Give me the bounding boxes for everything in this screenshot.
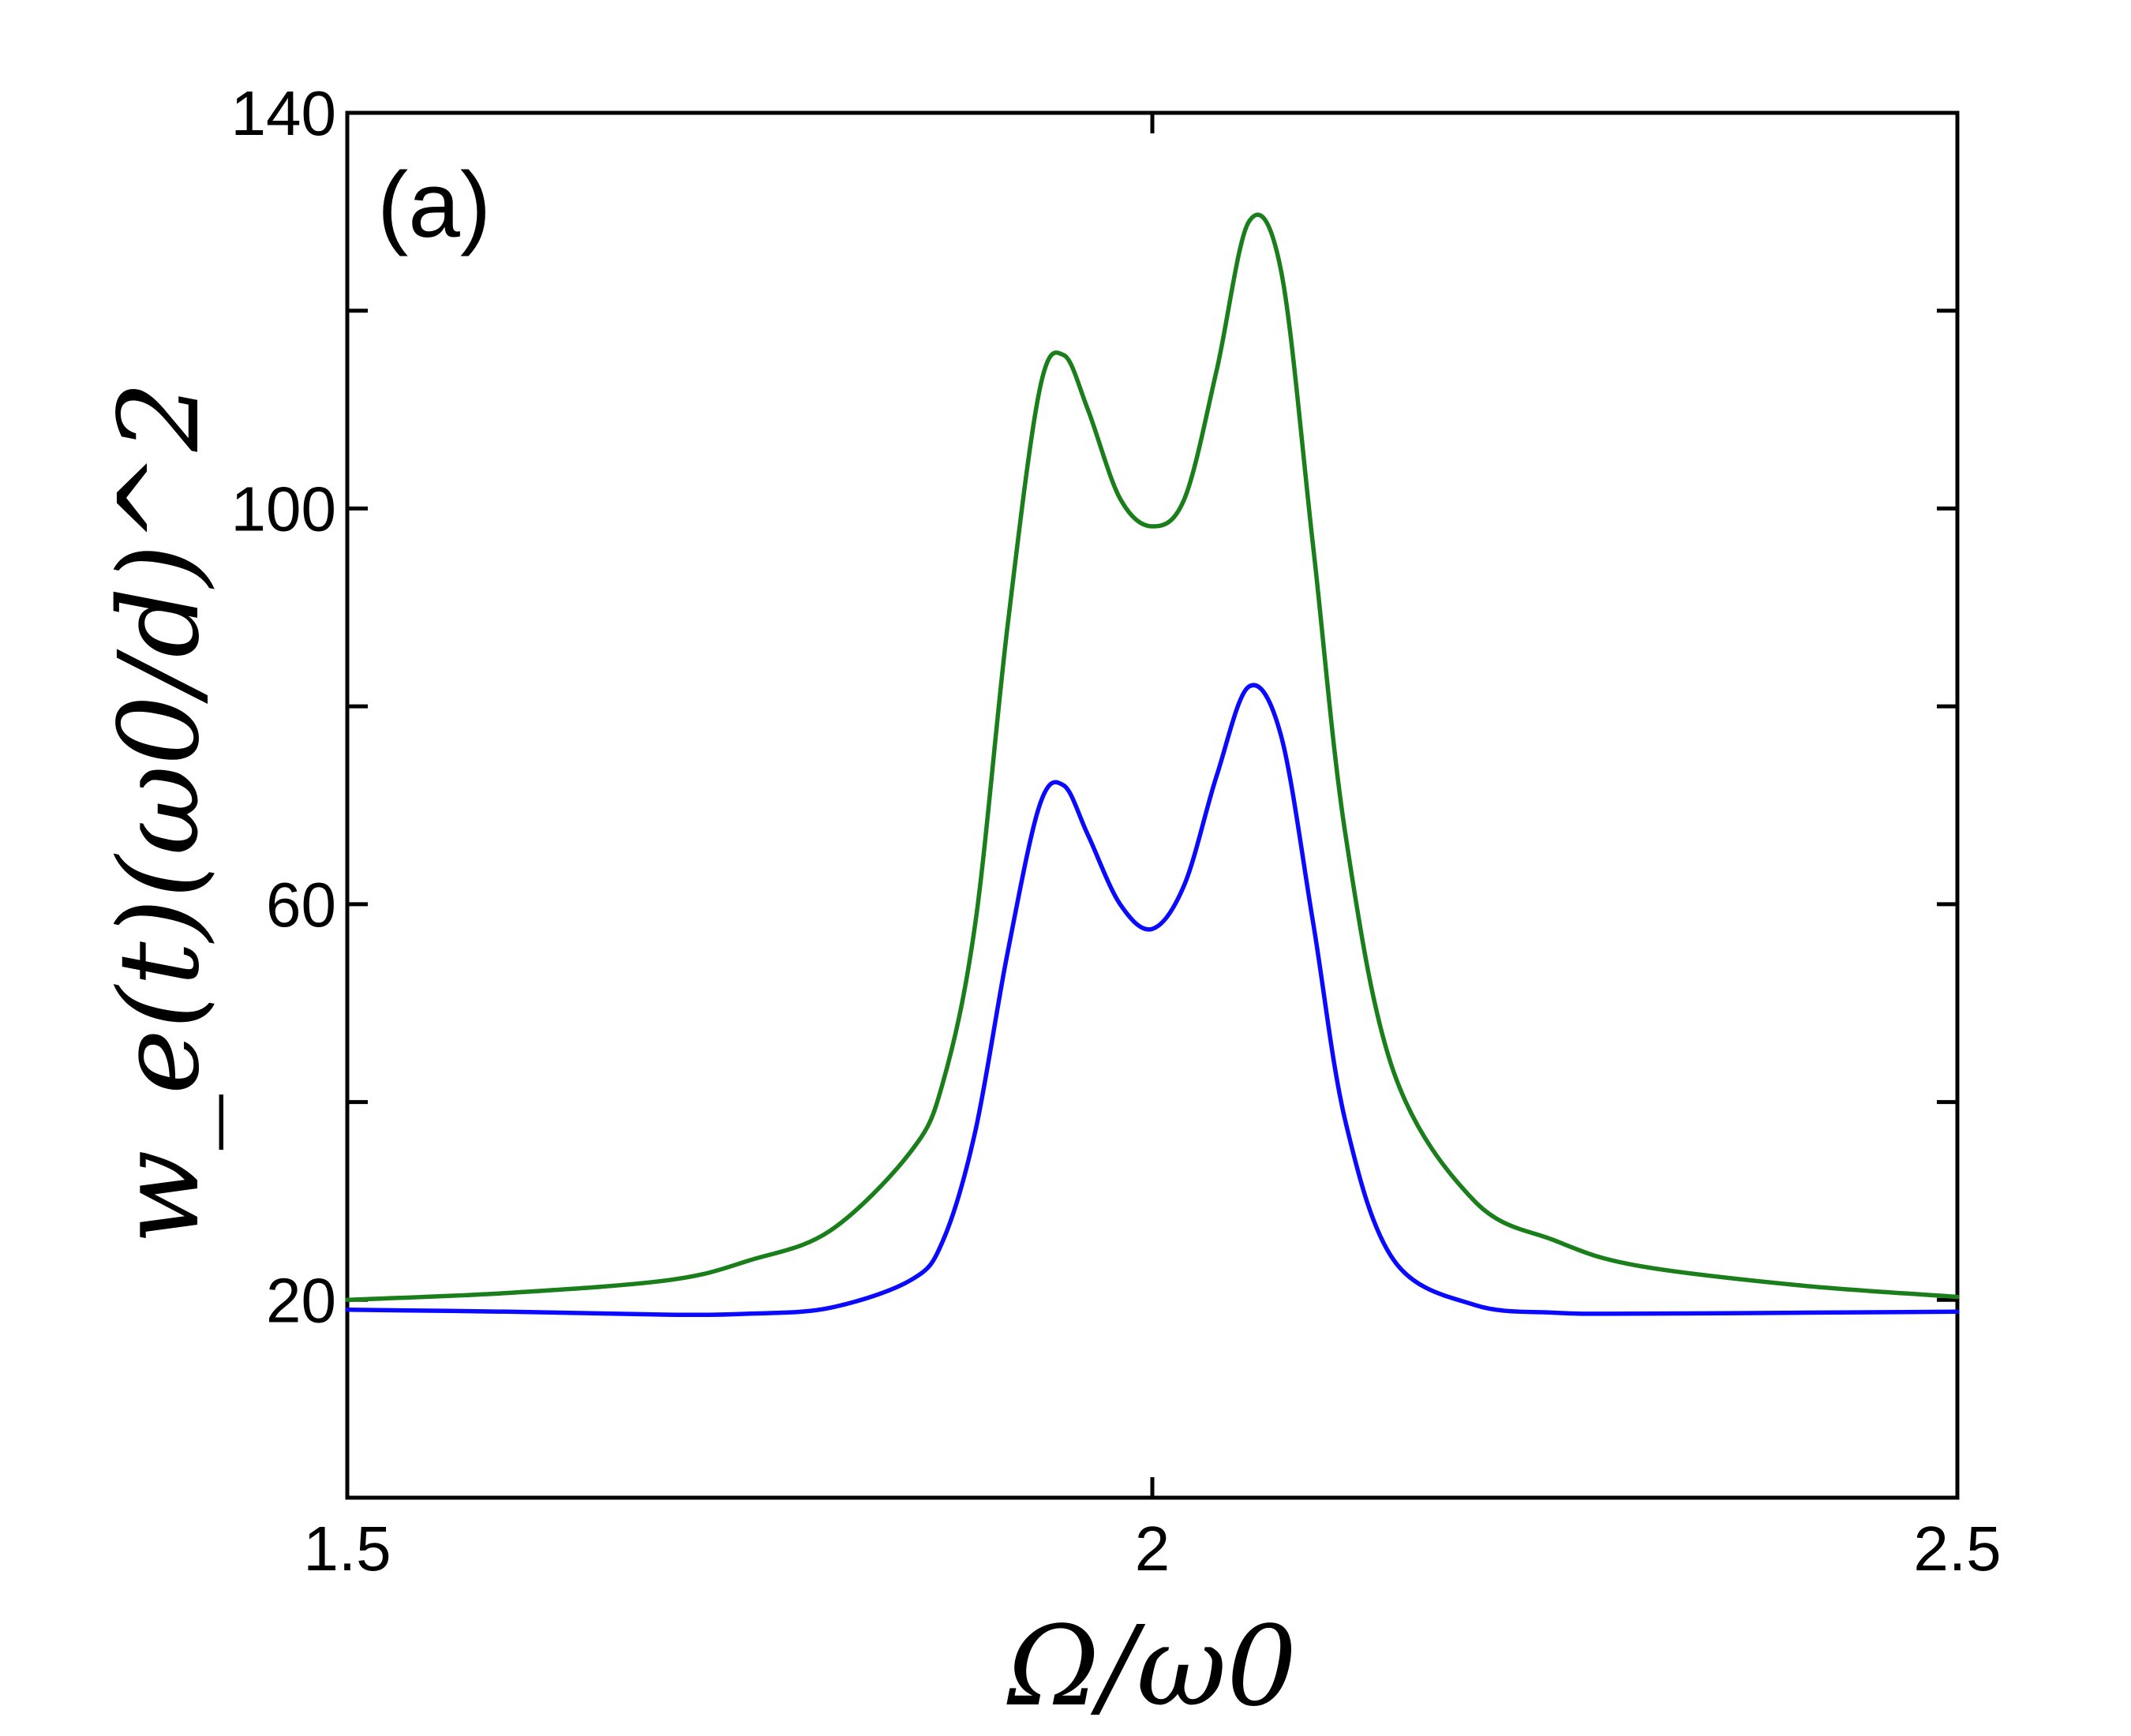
y-tick-label: 20 — [266, 1265, 336, 1335]
plot-frame — [345, 110, 1960, 1500]
ticks — [345, 110, 1960, 1498]
y-tick-label: 100 — [231, 473, 336, 544]
x-tick-label: 1.5 — [303, 1513, 391, 1584]
y-axis-label: w_e(t)(ω0/d)^2 — [96, 381, 224, 1244]
y-tick-label: 60 — [266, 870, 336, 940]
x-tick-label: 2.5 — [1913, 1513, 2001, 1584]
series-line-1 — [345, 212, 1960, 1303]
tick-labels: 1.5 2 2.5 20 60 100 140 — [231, 78, 2002, 1584]
series-layer — [345, 212, 1960, 1318]
panel-label: (a) — [377, 153, 491, 257]
series-line-2 — [345, 683, 1960, 1318]
x-tick-label: 2 — [1135, 1513, 1170, 1584]
x-axis-label: Ω/ω0 — [1006, 1603, 1297, 1731]
y-tick-label: 140 — [231, 78, 336, 148]
